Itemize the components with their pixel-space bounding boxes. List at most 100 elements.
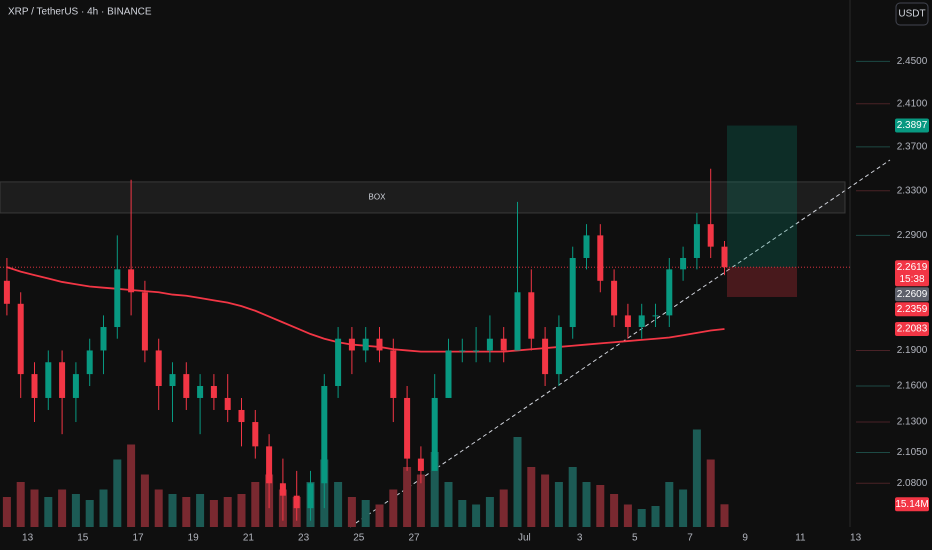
volume-bar: [113, 459, 122, 527]
candle-body: [514, 292, 521, 351]
y-tick-label: 2.3300: [897, 185, 928, 196]
candle-body: [307, 483, 314, 509]
x-tick-label: 3: [577, 533, 583, 544]
y-tick-label: 2.1300: [897, 417, 928, 428]
volume-bar: [237, 494, 246, 527]
currency-button[interactable]: [895, 2, 929, 26]
candle-body: [431, 397, 438, 471]
volume-bar: [499, 489, 508, 527]
candle-body: [555, 327, 562, 375]
y-tick-label: 2.1900: [897, 345, 928, 356]
volume-bar: [706, 459, 715, 527]
candle-body: [362, 338, 369, 351]
volume-bar: [347, 497, 356, 527]
volume-bar: [58, 489, 67, 527]
candle-body: [128, 269, 135, 293]
candle-body: [376, 338, 383, 351]
candle-body: [321, 386, 328, 484]
volume-bar: [527, 467, 536, 527]
x-tick-label: 13: [850, 533, 862, 544]
symbol-title: XRP / TetherUS · 4h · BINANCE: [8, 7, 152, 18]
candle-body: [528, 292, 535, 339]
x-tick-label: 17: [132, 533, 144, 544]
candle-body: [293, 495, 300, 509]
volume-bar: [458, 500, 467, 527]
x-tick-label: 19: [188, 533, 200, 544]
volume-bar: [568, 467, 577, 527]
volume-bar: [127, 444, 136, 527]
candle-body: [141, 292, 148, 351]
volume-bar: [403, 467, 412, 527]
candle-body: [210, 386, 217, 398]
candle-body: [569, 257, 576, 328]
price-badge-label: 2.2359: [897, 304, 928, 315]
volume-badge: [895, 497, 929, 512]
candle-body: [721, 246, 728, 268]
y-tick-label: 2.4500: [897, 56, 928, 67]
candle-body: [611, 280, 618, 316]
volume-bar: [679, 489, 688, 527]
candle-body: [169, 374, 176, 387]
x-tick-label: 13: [22, 533, 34, 544]
candle-body: [335, 338, 342, 387]
y-tick-label: 2.2900: [897, 230, 928, 241]
volume-bar: [182, 497, 191, 527]
box-label: BOX: [369, 193, 387, 202]
candle-body: [3, 280, 10, 304]
x-tick-label: 5: [632, 533, 638, 544]
candle-body: [72, 374, 79, 398]
volume-bar: [16, 482, 25, 527]
candle-body: [45, 362, 52, 398]
candle-body: [114, 269, 121, 328]
x-tick-label: 15: [77, 533, 89, 544]
volume-bar: [692, 429, 701, 527]
y-tick-label: 2.3700: [897, 142, 928, 153]
candle-body: [252, 422, 259, 447]
volume-bar: [99, 489, 108, 527]
candle-body: [404, 397, 411, 459]
currency-label[interactable]: USDT: [898, 9, 925, 20]
candle-body: [348, 338, 355, 351]
volume-bar: [610, 494, 619, 527]
volume-bar: [334, 482, 343, 527]
volume-bar: [444, 482, 453, 527]
volume-bar: [223, 497, 232, 527]
candle-body: [224, 397, 231, 410]
candle-body: [59, 362, 66, 398]
volume-bar: [430, 452, 439, 527]
candle-body: [238, 409, 245, 423]
price-badge: [895, 287, 929, 302]
candle-body: [652, 315, 659, 317]
x-tick-label: 27: [408, 533, 420, 544]
candle-body: [542, 338, 549, 375]
price-badge-label: 2.2083: [897, 324, 928, 335]
candle-body: [279, 483, 286, 496]
price-badge-label: 2.3897: [897, 120, 928, 131]
candle-body: [417, 458, 424, 471]
candle-body: [197, 386, 204, 398]
position-profit: [727, 125, 797, 268]
candle-body: [707, 224, 714, 247]
volume-bar: [209, 500, 218, 527]
y-tick-label: 2.4100: [897, 98, 928, 109]
price-badge-label: 2.2609: [897, 289, 928, 300]
volume-bar: [389, 489, 398, 527]
candle-body: [486, 338, 493, 351]
candle-body: [473, 350, 480, 352]
candle-body: [680, 257, 687, 270]
price-badge: [895, 118, 929, 133]
volume-bar: [416, 474, 425, 527]
x-tick-label: 23: [298, 533, 310, 544]
y-tick-label: 2.1600: [897, 381, 928, 392]
volume-bar: [596, 485, 605, 527]
volume-bar: [485, 497, 494, 527]
candle-body: [666, 269, 673, 316]
candle-body: [693, 224, 700, 258]
price-badge: [895, 322, 929, 337]
volume-bar: [2, 497, 11, 527]
volume-bar: [665, 482, 674, 527]
volume-bar: [720, 504, 729, 527]
price-badge: [895, 260, 929, 287]
